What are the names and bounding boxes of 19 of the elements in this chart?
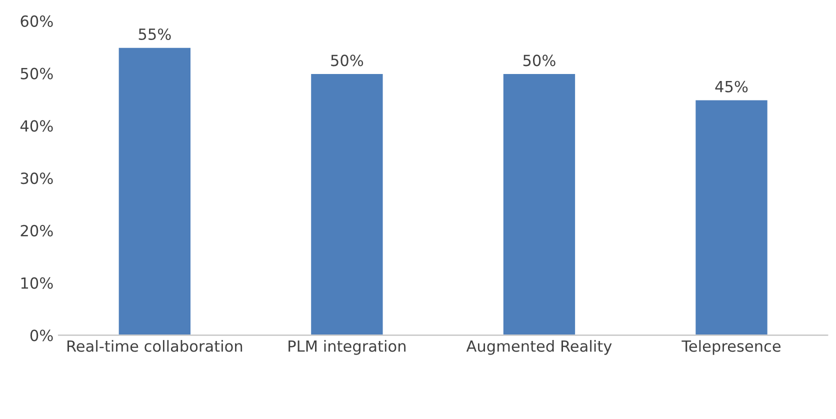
data-label: 50% xyxy=(331,54,364,66)
x-tick-label: Real-time collaboration xyxy=(67,340,242,352)
data-label: 55% xyxy=(138,28,171,40)
y-tick-label: 50% xyxy=(20,68,53,80)
y-tick-label: 0% xyxy=(30,330,53,342)
y-tick-label: 10% xyxy=(21,277,53,289)
bar xyxy=(310,72,384,336)
y-tick-label: 40% xyxy=(20,120,53,132)
x-tick-label: PLM integration xyxy=(288,340,406,355)
bar xyxy=(502,72,576,336)
y-tick-label: 30% xyxy=(20,172,53,184)
x-tick-label: Telepresence xyxy=(682,340,781,355)
x-tick-label: Augmented Reality xyxy=(466,340,612,355)
y-tick-label: 60% xyxy=(20,15,53,27)
data-label: 50% xyxy=(523,54,556,66)
bar xyxy=(117,46,192,336)
y-tick-label: 20% xyxy=(20,224,53,236)
data-label: 45% xyxy=(715,80,748,92)
bar xyxy=(694,98,769,336)
